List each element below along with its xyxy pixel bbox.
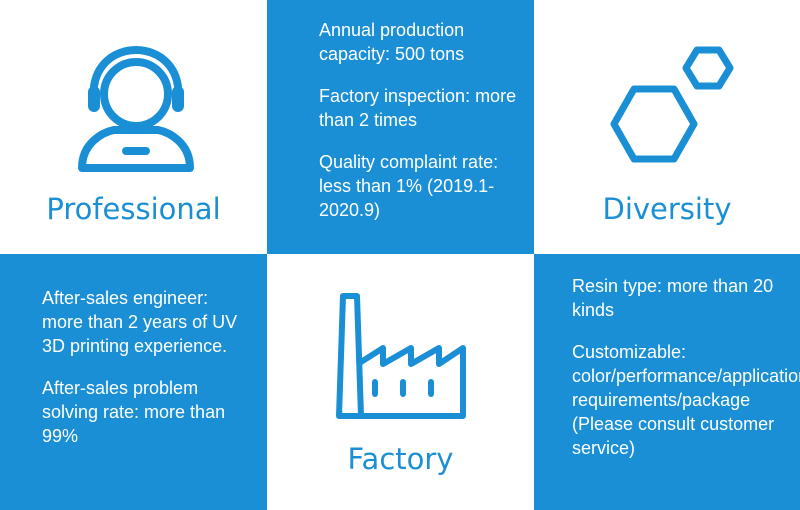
resin-customizable: Customizable: color/performance/applicat… [572,342,800,458]
aftersales-text: After-sales engineer: more than 2 years … [42,286,242,466]
factory-title: Factory [347,442,454,476]
aftersales-rate: After-sales problem solving rate: more t… [42,378,226,446]
hexagons-icon [610,46,734,163]
headset-person-icon [78,46,194,172]
diversity-cell: Diversity [534,0,800,254]
resin-cell: Resin type: more than 20 kinds Customiza… [534,254,800,510]
resin-text: Resin type: more than 20 kinds Customiza… [572,274,800,478]
factory-cell: Factory [267,254,534,510]
diversity-title: Diversity [602,192,732,226]
stat-complaint: Quality complaint rate: less than 1% (20… [319,152,499,220]
professional-cell: Professional [0,0,267,254]
factory-stats-cell: Annual production capacity: 500 tons Fac… [267,0,534,254]
resin-types: Resin type: more than 20 kinds [572,276,774,320]
professional-title: Professional [46,192,221,226]
factory-icon [336,293,466,419]
factory-stats-text: Annual production capacity: 500 tons Fac… [319,18,519,240]
aftersales-cell: After-sales engineer: more than 2 years … [0,254,267,510]
stat-inspection: Factory inspection: more than 2 times [319,86,517,130]
stat-capacity: Annual production capacity: 500 tons [319,20,465,64]
aftersales-engineer: After-sales engineer: more than 2 years … [42,288,238,356]
